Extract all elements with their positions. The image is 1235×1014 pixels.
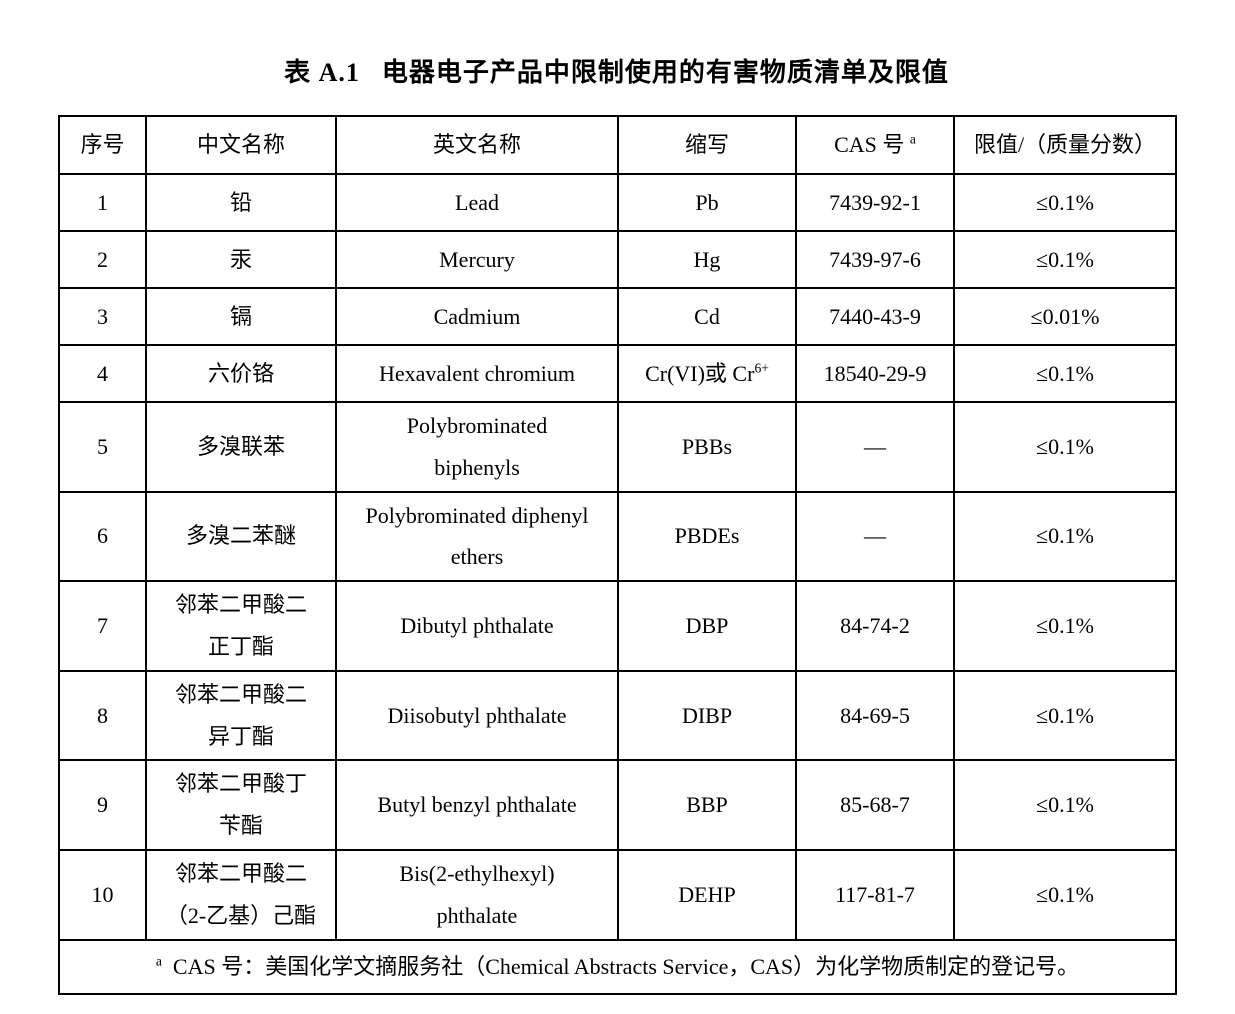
cell-abbr: Cr(VI)或 Cr6+ <box>617 344 797 403</box>
cell-en: Butyl benzyl phthalate <box>335 759 619 851</box>
header-no: 序号 <box>58 115 147 175</box>
cell-no: 2 <box>58 230 147 289</box>
table-caption-title: 电器电子产品中限制使用的有害物质清单及限值 <box>381 58 949 87</box>
cell-cas: 7440-43-9 <box>795 287 955 346</box>
cell-limit: ≤0.1% <box>953 344 1177 403</box>
cell-en: Bis(2-ethylhexyl) phthalate <box>335 848 619 941</box>
table-row: 6 多溴二苯醚 Polybrominated diphenyl ethers P… <box>58 490 1177 583</box>
cell-en: Hexavalent chromium <box>335 344 619 403</box>
cell-en: Polybrominated biphenyls <box>335 401 619 493</box>
cell-limit: ≤0.1% <box>953 669 1177 762</box>
cell-limit: ≤0.1% <box>953 401 1177 493</box>
table-row: 5 多溴联苯 Polybrominated biphenyls PBBs — ≤… <box>58 401 1177 493</box>
cell-cn: 汞 <box>145 230 337 289</box>
cell-limit: ≤0.1% <box>953 173 1177 232</box>
footnote-text: CAS 号：美国化学文摘服务社（Chemical Abstracts Servi… <box>172 953 1080 979</box>
cell-cn: 邻苯二甲酸二 异丁酯 <box>145 669 337 762</box>
cell-cas: — <box>795 401 955 493</box>
cell-abbr: Hg <box>617 230 797 289</box>
cell-no: 9 <box>58 759 147 851</box>
header-cas-superscript: a <box>909 131 916 147</box>
cell-en: Dibutyl phthalate <box>335 580 619 672</box>
cell-cas: 117-81-7 <box>795 848 955 941</box>
cell-abbr: BBP <box>617 759 797 851</box>
table-row: 9 邻苯二甲酸丁 苄酯 Butyl benzyl phthalate BBP 8… <box>58 759 1177 851</box>
table-row: 4 六价铬 Hexavalent chromium Cr(VI)或 Cr6+ 1… <box>58 344 1177 403</box>
cell-no: 3 <box>58 287 147 346</box>
cell-limit: ≤0.1% <box>953 230 1177 289</box>
cell-cas: 85-68-7 <box>795 759 955 851</box>
cell-limit: ≤0.01% <box>953 287 1177 346</box>
table-row: 8 邻苯二甲酸二 异丁酯 Diisobutyl phthalate DIBP 8… <box>58 669 1177 762</box>
cell-cn: 镉 <box>145 287 337 346</box>
hazardous-substances-table: 序号 中文名称 英文名称 缩写 CAS 号 a 限值/（质量分数） 1 铅 Le… <box>58 115 1177 995</box>
cell-no: 6 <box>58 490 147 583</box>
header-limit: 限值/（质量分数） <box>953 115 1177 175</box>
cell-cas: 18540-29-9 <box>795 344 955 403</box>
cell-cn: 铅 <box>145 173 337 232</box>
cell-cn: 多溴联苯 <box>145 401 337 493</box>
footnote-superscript: a <box>155 953 162 969</box>
header-cas: CAS 号 a <box>795 115 955 175</box>
footnote: a CAS 号：美国化学文摘服务社（Chemical Abstracts Ser… <box>58 938 1177 995</box>
cell-en: Diisobutyl phthalate <box>335 669 619 762</box>
cell-no: 10 <box>58 848 147 941</box>
cell-no: 4 <box>58 344 147 403</box>
table-row: 3 镉 Cadmium Cd 7440-43-9 ≤0.01% <box>58 287 1177 346</box>
cell-cas: 7439-92-1 <box>795 173 955 232</box>
table-caption: 表 A.1 电器电子产品中限制使用的有害物质清单及限值 <box>58 52 1175 89</box>
table-footnote-row: a CAS 号：美国化学文摘服务社（Chemical Abstracts Ser… <box>58 938 1177 995</box>
cell-cn: 邻苯二甲酸二 （2-乙基）己酯 <box>145 848 337 941</box>
table-header-row: 序号 中文名称 英文名称 缩写 CAS 号 a 限值/（质量分数） <box>58 115 1177 175</box>
cell-en: Lead <box>335 173 619 232</box>
cell-cn: 六价铬 <box>145 344 337 403</box>
table-caption-label: 表 A.1 <box>284 58 360 87</box>
header-cn: 中文名称 <box>145 115 337 175</box>
cell-abbr: DIBP <box>617 669 797 762</box>
cell-limit: ≤0.1% <box>953 580 1177 672</box>
cell-cn: 邻苯二甲酸二 正丁酯 <box>145 580 337 672</box>
cell-no: 8 <box>58 669 147 762</box>
header-en: 英文名称 <box>335 115 619 175</box>
cell-abbr: DBP <box>617 580 797 672</box>
cell-cas: — <box>795 490 955 583</box>
cell-no: 5 <box>58 401 147 493</box>
cell-abbr: DEHP <box>617 848 797 941</box>
cell-no: 7 <box>58 580 147 672</box>
cell-abbr: PBBs <box>617 401 797 493</box>
cell-limit: ≤0.1% <box>953 759 1177 851</box>
cell-cas: 7439-97-6 <box>795 230 955 289</box>
table-row: 1 铅 Lead Pb 7439-92-1 ≤0.1% <box>58 173 1177 232</box>
table-row: 10 邻苯二甲酸二 （2-乙基）己酯 Bis(2-ethylhexyl) pht… <box>58 848 1177 941</box>
cell-cn: 邻苯二甲酸丁 苄酯 <box>145 759 337 851</box>
abbr-superscript: 6+ <box>754 360 769 376</box>
cell-limit: ≤0.1% <box>953 848 1177 941</box>
table-row: 2 汞 Mercury Hg 7439-97-6 ≤0.1% <box>58 230 1177 289</box>
cell-limit: ≤0.1% <box>953 490 1177 583</box>
cell-en: Mercury <box>335 230 619 289</box>
header-abbr: 缩写 <box>617 115 797 175</box>
cell-en: Polybrominated diphenyl ethers <box>335 490 619 583</box>
cell-cn: 多溴二苯醚 <box>145 490 337 583</box>
cell-en: Cadmium <box>335 287 619 346</box>
cell-cas: 84-69-5 <box>795 669 955 762</box>
table-row: 7 邻苯二甲酸二 正丁酯 Dibutyl phthalate DBP 84-74… <box>58 580 1177 672</box>
cell-abbr: Cd <box>617 287 797 346</box>
cell-abbr: Pb <box>617 173 797 232</box>
cell-no: 1 <box>58 173 147 232</box>
cell-abbr: PBDEs <box>617 490 797 583</box>
cell-cas: 84-74-2 <box>795 580 955 672</box>
